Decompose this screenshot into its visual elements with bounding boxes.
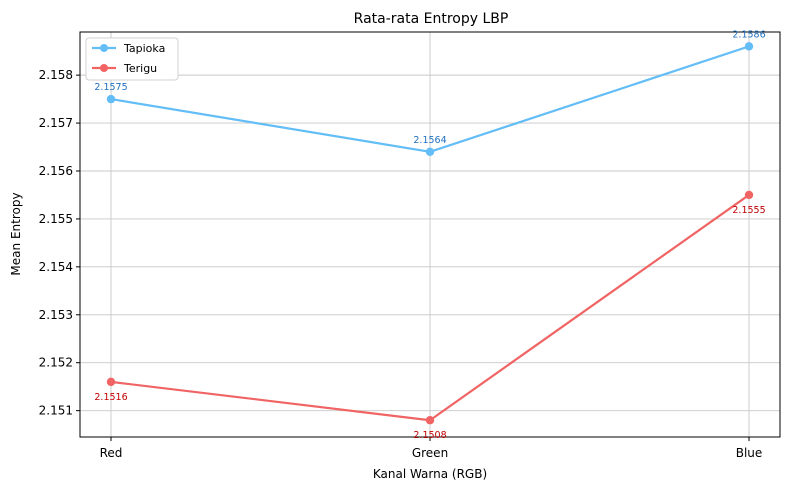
y-tick-label: 2.157 [39, 116, 73, 130]
y-tick-label: 2.156 [39, 164, 73, 178]
grid-layer [80, 32, 780, 437]
data-label-tapioka: 2.1564 [413, 135, 446, 146]
data-point-tapioka [744, 42, 754, 51]
x-tick-label: Red [100, 446, 123, 460]
x-axis-label: Kanal Warna (RGB) [373, 467, 487, 481]
legend-marker-tapioka [100, 44, 108, 52]
legend-label-terigu: Terigu [123, 62, 157, 75]
data-point-tapioka [106, 94, 116, 104]
x-tick-label: Blue [736, 446, 763, 460]
y-tick-label: 2.151 [39, 404, 73, 418]
chart-title: Rata-rata Entropy LBP [354, 11, 509, 27]
legend: Tapioka Terigu [85, 37, 179, 81]
data-point-terigu [425, 416, 435, 425]
data-label-terigu: 2.1508 [413, 430, 446, 441]
y-tick-label: 2.152 [39, 356, 73, 370]
y-axis-label: Mean Entropy [9, 192, 23, 275]
data-point-terigu [106, 377, 116, 387]
series-layer [106, 42, 754, 425]
x-tick-label: Green [412, 446, 448, 460]
y-tick-label: 2.158 [39, 68, 73, 82]
legend-label-tapioka: Tapioka [123, 42, 165, 55]
data-label-tapioka: 2.1586 [732, 29, 765, 40]
data-label-tapioka: 2.1575 [94, 82, 127, 93]
ticks-layer: 2.151 2.152 2.153 2.154 2.155 2.156 2.157 2.158… [39, 68, 763, 460]
y-tick-label: 2.153 [39, 308, 73, 322]
data-point-terigu [744, 190, 754, 200]
y-tick-label: 2.154 [39, 260, 73, 274]
data-labels-layer: 2.1575 2.1564 2.1586 2.1516 2.1508 2.1555 [94, 29, 765, 441]
data-label-terigu: 2.1516 [94, 392, 127, 403]
data-point-tapioka [425, 147, 435, 157]
data-label-terigu: 2.1555 [732, 205, 765, 216]
y-tick-label: 2.155 [39, 212, 73, 226]
legend-marker-terigu [100, 64, 108, 72]
